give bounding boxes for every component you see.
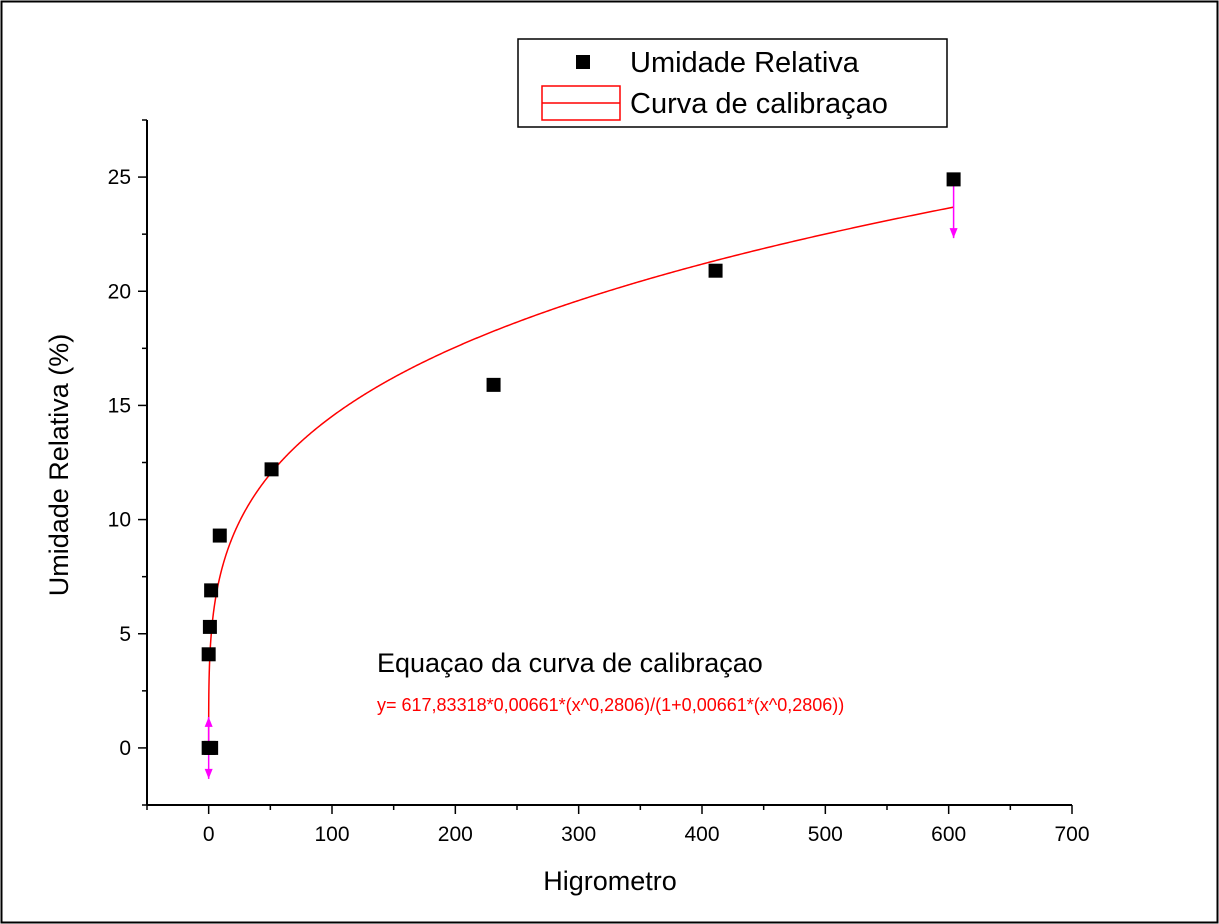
x-axis-ticks: 0 100 200 300 400 500 600 700 <box>146 805 1090 846</box>
data-point <box>202 619 217 634</box>
y-tick-label: 10 <box>108 509 131 532</box>
x-axis-title: Higrometro <box>543 866 677 896</box>
data-point <box>212 528 227 543</box>
data-point <box>204 740 219 755</box>
data-point <box>204 583 219 598</box>
x-tick-label: 400 <box>684 823 719 846</box>
data-point <box>264 462 279 477</box>
data-point <box>201 647 216 662</box>
legend-label-curva: Curva de calibraçao <box>630 88 888 120</box>
range-marker-arrow-up <box>204 716 213 727</box>
y-tick-label: 25 <box>108 166 131 189</box>
y-axis-title: Umidade Relativa (%) <box>44 334 74 597</box>
range-marker-arrow-down <box>949 228 958 239</box>
data-points <box>201 172 961 755</box>
annotation-title: Equaçao da curva de calibraçao <box>377 648 763 678</box>
legend-marker-square <box>576 55 590 69</box>
data-point <box>946 172 961 187</box>
annotation-equation: y= 617,83318*0,00661*(x^0,2806)/(1+0,006… <box>377 695 844 715</box>
calibration-curve-line <box>207 206 954 748</box>
legend-box <box>517 38 948 128</box>
data-point <box>486 377 501 392</box>
x-tick-label: 200 <box>438 823 473 846</box>
x-tick-label: 500 <box>808 823 843 846</box>
x-tick-label: 700 <box>1054 823 1089 846</box>
x-tick-label: 300 <box>561 823 596 846</box>
y-tick-label: 5 <box>119 623 131 646</box>
y-tick-label: 0 <box>119 737 131 760</box>
x-tick-label: 100 <box>314 823 349 846</box>
x-tick-label: 0 <box>203 823 215 846</box>
y-tick-label: 15 <box>108 394 131 417</box>
x-tick-label: 600 <box>931 823 966 846</box>
y-axis-ticks: 0 5 10 15 20 25 <box>108 119 147 806</box>
y-tick-label: 20 <box>108 280 131 303</box>
legend-label-umidade: Umidade Relativa <box>630 47 860 79</box>
range-marker-arrow-down <box>204 768 213 779</box>
legend: Umidade Relativa Curva de calibraçao <box>517 38 948 128</box>
data-point <box>708 263 723 278</box>
